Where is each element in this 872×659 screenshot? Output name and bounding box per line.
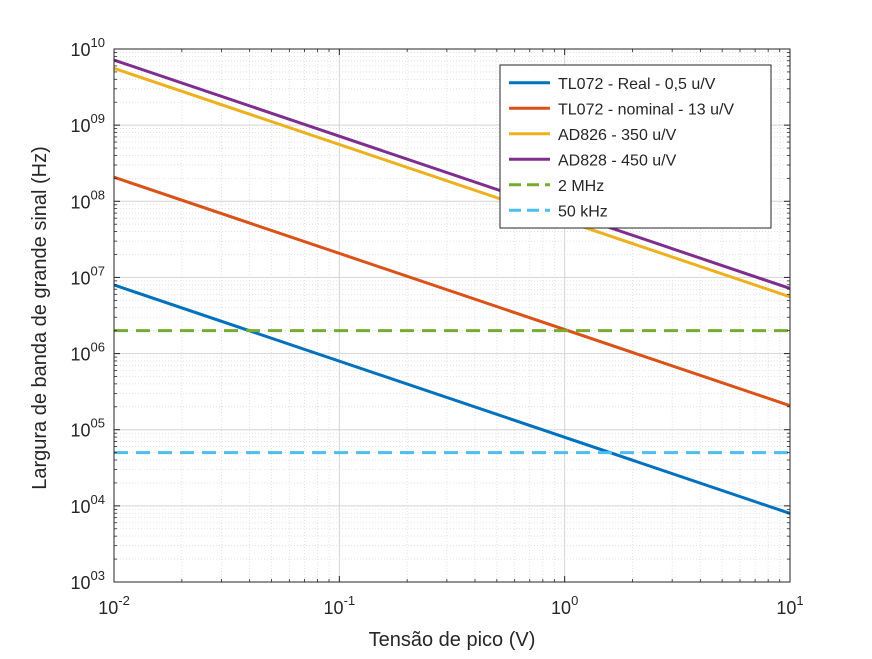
legend-label: TL072 - nominal - 13 u/V <box>558 101 734 118</box>
series-layer <box>113 58 791 515</box>
y-tick-label: 1008 <box>71 187 106 212</box>
series-line-1 <box>113 283 791 515</box>
minor-grid <box>114 49 790 582</box>
legend-label: AD828 - 450 u/V <box>558 152 677 169</box>
y-tick-label: 1003 <box>71 568 106 593</box>
legend-label: TL072 - Real - 0,5 u/V <box>558 76 716 93</box>
y-tick-label: 1010 <box>71 35 106 60</box>
series-line-2 <box>113 175 791 408</box>
legend: TL072 - Real - 0,5 u/V TL072 - nominal - … <box>499 64 772 229</box>
legend-label: 2 MHz <box>558 178 604 195</box>
axis-ticks <box>113 48 791 583</box>
y-tick-label: 1005 <box>71 416 106 441</box>
x-tick-label: 10-2 <box>98 593 130 618</box>
legend-box <box>499 64 772 229</box>
y-tick-label: 1009 <box>71 111 106 136</box>
series-line-3 <box>113 66 791 299</box>
x-tick-label: 101 <box>776 593 803 618</box>
legend-label: AD826 - 350 u/V <box>558 127 677 144</box>
axes-box <box>113 48 791 583</box>
x-tick-label: 10-1 <box>324 593 356 618</box>
y-tick-label: 1006 <box>71 340 106 365</box>
x-axis-label: Tensão de pico (V) <box>369 629 536 651</box>
x-tick-label: 100 <box>551 593 578 618</box>
y-tick-label: 1004 <box>71 492 106 517</box>
y-tick-label: 1007 <box>71 263 106 288</box>
y-axis-label: Largura de banda de grande sinal (Hz) <box>29 146 51 490</box>
series-line-4 <box>113 58 791 290</box>
legend-label: 50 kHz <box>558 203 608 220</box>
